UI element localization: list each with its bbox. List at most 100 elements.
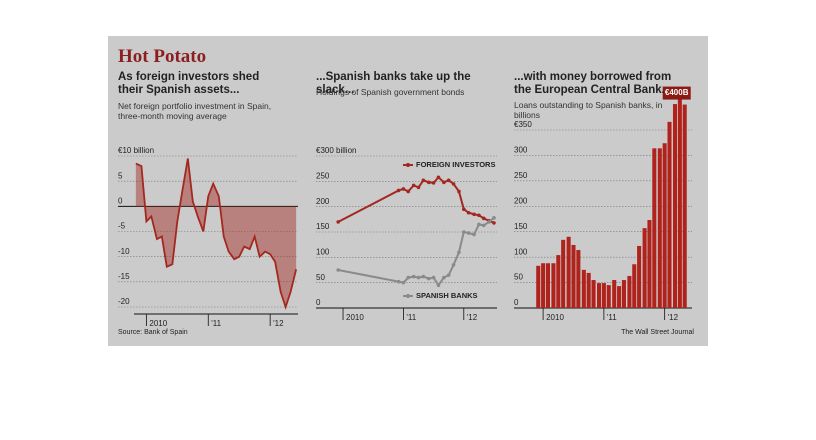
y-tick-label: 0 xyxy=(316,298,321,307)
x-tick-label: '12 xyxy=(467,313,478,322)
point xyxy=(396,188,401,193)
chart-title: ...Spanish banks take up the slack... xyxy=(316,71,471,96)
bar xyxy=(677,99,682,308)
bar xyxy=(601,283,606,308)
point xyxy=(461,230,466,234)
legend-label: SPANISH BANKS xyxy=(416,291,478,300)
point xyxy=(461,207,466,211)
bar xyxy=(556,255,561,308)
legend-label: FOREIGN INVESTORS xyxy=(416,160,495,169)
bar xyxy=(667,121,672,308)
point xyxy=(472,212,476,217)
point xyxy=(411,274,416,279)
y-tick-label: 100 xyxy=(514,247,528,256)
y-tick-label: 200 xyxy=(514,196,528,205)
bar xyxy=(621,280,626,308)
bar xyxy=(561,239,566,308)
point xyxy=(451,263,456,267)
point xyxy=(472,232,476,237)
bar xyxy=(576,250,581,308)
y-tick-label: €10 billion xyxy=(118,146,154,155)
point xyxy=(406,275,411,280)
point xyxy=(446,273,451,277)
y-tick-label: 150 xyxy=(316,222,330,231)
y-tick-label: 0 xyxy=(514,298,519,307)
y-tick-label: -15 xyxy=(118,272,130,281)
x-tick-label: '12 xyxy=(273,319,284,328)
x-tick-label: '11 xyxy=(607,313,617,322)
point xyxy=(421,178,426,183)
bar xyxy=(647,220,652,308)
point xyxy=(492,221,496,225)
point xyxy=(421,274,426,279)
bar xyxy=(652,148,657,308)
point xyxy=(396,279,401,284)
point xyxy=(416,185,421,190)
bar xyxy=(662,143,667,308)
chart-subtitle: Loans outstanding to Spanish banks, in b… xyxy=(514,100,663,120)
y-tick-label: 250 xyxy=(514,171,528,180)
x-tick-label: '11 xyxy=(211,319,221,328)
point xyxy=(416,275,421,280)
y-tick-label: €300 billion xyxy=(316,146,356,155)
y-tick-label: 150 xyxy=(514,222,528,231)
point xyxy=(442,275,446,280)
point xyxy=(406,189,411,194)
legend-marker xyxy=(406,163,410,167)
bar xyxy=(541,263,546,308)
x-tick-label: '12 xyxy=(668,313,679,322)
y-tick-label: 0 xyxy=(118,196,123,205)
y-tick-label: 50 xyxy=(316,273,325,282)
point xyxy=(336,268,341,272)
point xyxy=(442,180,446,185)
source: Source: Bank of Spain xyxy=(118,329,188,336)
bar xyxy=(591,280,596,308)
y-tick-label: -5 xyxy=(118,222,126,231)
x-tick-label: 2010 xyxy=(149,319,167,328)
legend-marker xyxy=(406,294,410,298)
main-title: Hot Potato xyxy=(118,46,207,67)
point xyxy=(426,276,431,281)
point xyxy=(477,213,481,218)
point xyxy=(481,216,486,221)
bar xyxy=(536,265,541,308)
chart-title: As foreign investors shed their Spanish … xyxy=(118,71,260,96)
bar xyxy=(627,275,632,308)
bar xyxy=(617,286,622,308)
y-tick-label: 250 xyxy=(316,171,330,180)
point xyxy=(436,283,441,288)
bar xyxy=(682,104,687,308)
y-tick-label: 200 xyxy=(316,197,330,206)
y-tick-label: 100 xyxy=(316,247,330,256)
point xyxy=(431,275,436,280)
credit: The Wall Street Journal xyxy=(621,329,694,336)
bar xyxy=(632,264,637,308)
bar xyxy=(642,228,647,308)
bar xyxy=(551,263,556,308)
bar xyxy=(545,263,551,308)
area xyxy=(135,158,297,307)
point xyxy=(336,220,341,224)
point xyxy=(401,280,406,285)
point xyxy=(451,182,456,186)
y-tick-label: -20 xyxy=(118,297,130,306)
bar xyxy=(586,272,591,308)
point xyxy=(426,180,431,185)
point xyxy=(477,222,481,227)
point xyxy=(481,223,486,228)
x-tick-label: 2010 xyxy=(546,313,564,322)
y-tick-label: 50 xyxy=(514,273,523,282)
bar xyxy=(571,244,576,308)
point xyxy=(457,189,461,194)
chart-subtitle: Holdings of Spanish government bonds xyxy=(316,87,465,97)
chart-subtitle: Net foreign portfolio investment in Spai… xyxy=(118,101,272,121)
point xyxy=(401,187,406,191)
value-label: €400B xyxy=(665,88,689,97)
point xyxy=(492,216,496,220)
point xyxy=(411,183,416,188)
x-tick-label: '11 xyxy=(406,313,416,322)
bar xyxy=(606,285,611,308)
x-tick-label: 2010 xyxy=(346,313,364,322)
